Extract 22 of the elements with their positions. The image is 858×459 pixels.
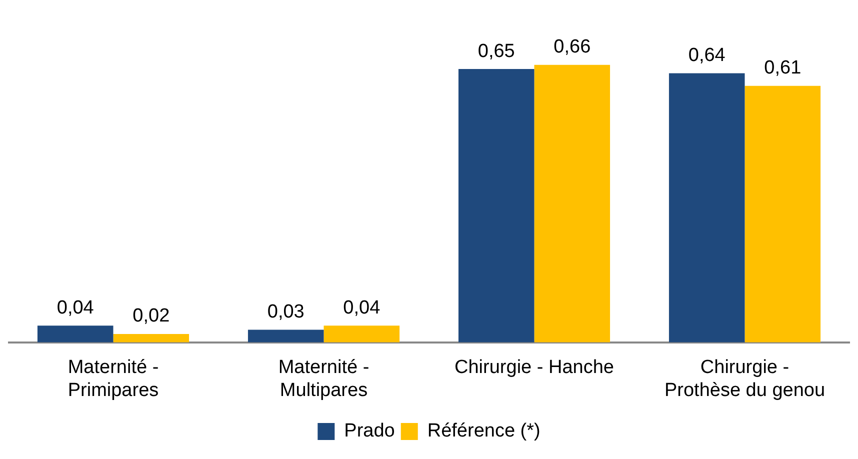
bar [668, 73, 745, 342]
bar [324, 326, 400, 342]
x-tick-label: Maternité - Multipares [278, 357, 370, 401]
data-label: 0,64 [688, 44, 726, 66]
bar [534, 64, 610, 342]
x-tick-label: Chirurgie - Hanche [454, 357, 614, 378]
data-label: 0,65 [478, 40, 515, 62]
x-tick-label: Chirurgie - Prothèse du genou [664, 357, 826, 401]
legend-label: Référence (*) [427, 420, 540, 442]
bar [113, 334, 190, 342]
bar [744, 86, 821, 342]
data-label: 0,02 [132, 306, 170, 327]
bar [458, 69, 534, 342]
legend-label: Prado [344, 420, 395, 442]
bar [37, 326, 114, 342]
data-label: 0,66 [554, 36, 591, 58]
data-label: 0,04 [343, 297, 381, 318]
bar [248, 330, 324, 342]
data-label: 0,61 [764, 58, 802, 79]
x-tick-label: Maternité - Primipares [68, 357, 159, 401]
data-label: 0,04 [56, 297, 94, 318]
data-label: 0,03 [267, 302, 304, 323]
